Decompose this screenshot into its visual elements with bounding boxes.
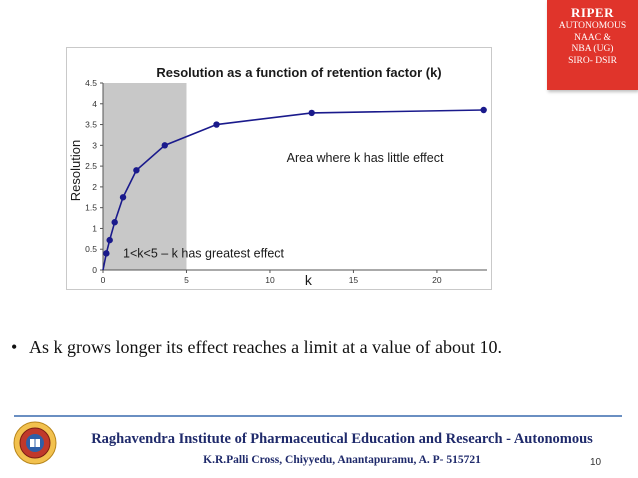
data-points [103,106,487,257]
page-number: 10 [590,457,602,468]
bullet-point: • As k grows longer its effect reaches a … [11,337,502,358]
annotation-greatest-effect: 1<k<5 – k has greatest effect [123,247,285,261]
y-tick-label: 4.5 [85,78,97,88]
badge-line: AUTONOMOUS [558,21,627,31]
axis-ticks: 0 0.5 1 1.5 2 2.5 3 3.5 4 4.5 0 5 10 15 20 [85,78,442,285]
y-tick-label: 1 [92,223,97,233]
data-point [106,236,113,244]
y-tick-label: 0.5 [85,244,97,254]
chart-title: Resolution as a function of retention fa… [156,65,441,80]
y-tick-label: 4 [92,99,97,109]
x-tick-label: 0 [101,275,106,285]
bullet-text: As k grows longer its effect reaches a l… [29,337,503,357]
data-point [103,250,110,257]
institute-address: K.R.Palli Cross, Chiyyedu, Anantapuramu,… [203,454,481,466]
y-tick-label: 2.5 [85,161,97,171]
x-tick-label: 10 [265,275,275,285]
data-point [111,219,118,226]
badge-line: NBA (UG) [571,44,614,54]
data-point [480,106,487,114]
series-line [102,109,484,271]
data-point [213,121,220,128]
x-tick-label: 15 [349,275,359,285]
data-point [308,109,315,117]
badge-title: RIPER [571,5,614,20]
y-tick-label: 0 [92,265,97,275]
annotation-little-effect: Area where k has little effect [287,151,444,165]
institute-name: Raghavendra Institute of Pharmaceutical … [91,431,593,447]
y-axis-label: Resolution [68,140,83,201]
x-tick-label: 20 [432,275,442,285]
bullet-symbol: • [11,337,18,357]
x-tick-label: 5 [184,275,189,285]
y-tick-label: 1.5 [85,203,97,213]
chart-frame: Resolution as a function of retention fa… [66,47,492,290]
footer-divider [14,415,622,417]
data-point [161,142,168,149]
resolution-chart: Resolution as a function of retention fa… [68,65,487,288]
y-tick-label: 3 [92,140,97,150]
y-tick-label: 2 [92,182,97,192]
badge-line: NAAC & [574,32,611,43]
riper-badge: RIPER AUTONOMOUS NAAC & NBA (UG) SIRO- D… [547,0,638,90]
shaded-region [103,83,187,270]
badge-line: SIRO- DSIR [568,55,617,66]
data-point [133,167,140,174]
y-tick-label: 3.5 [85,120,97,130]
institute-logo [13,421,57,465]
x-axis-label: k [305,272,313,288]
data-point [119,194,127,201]
